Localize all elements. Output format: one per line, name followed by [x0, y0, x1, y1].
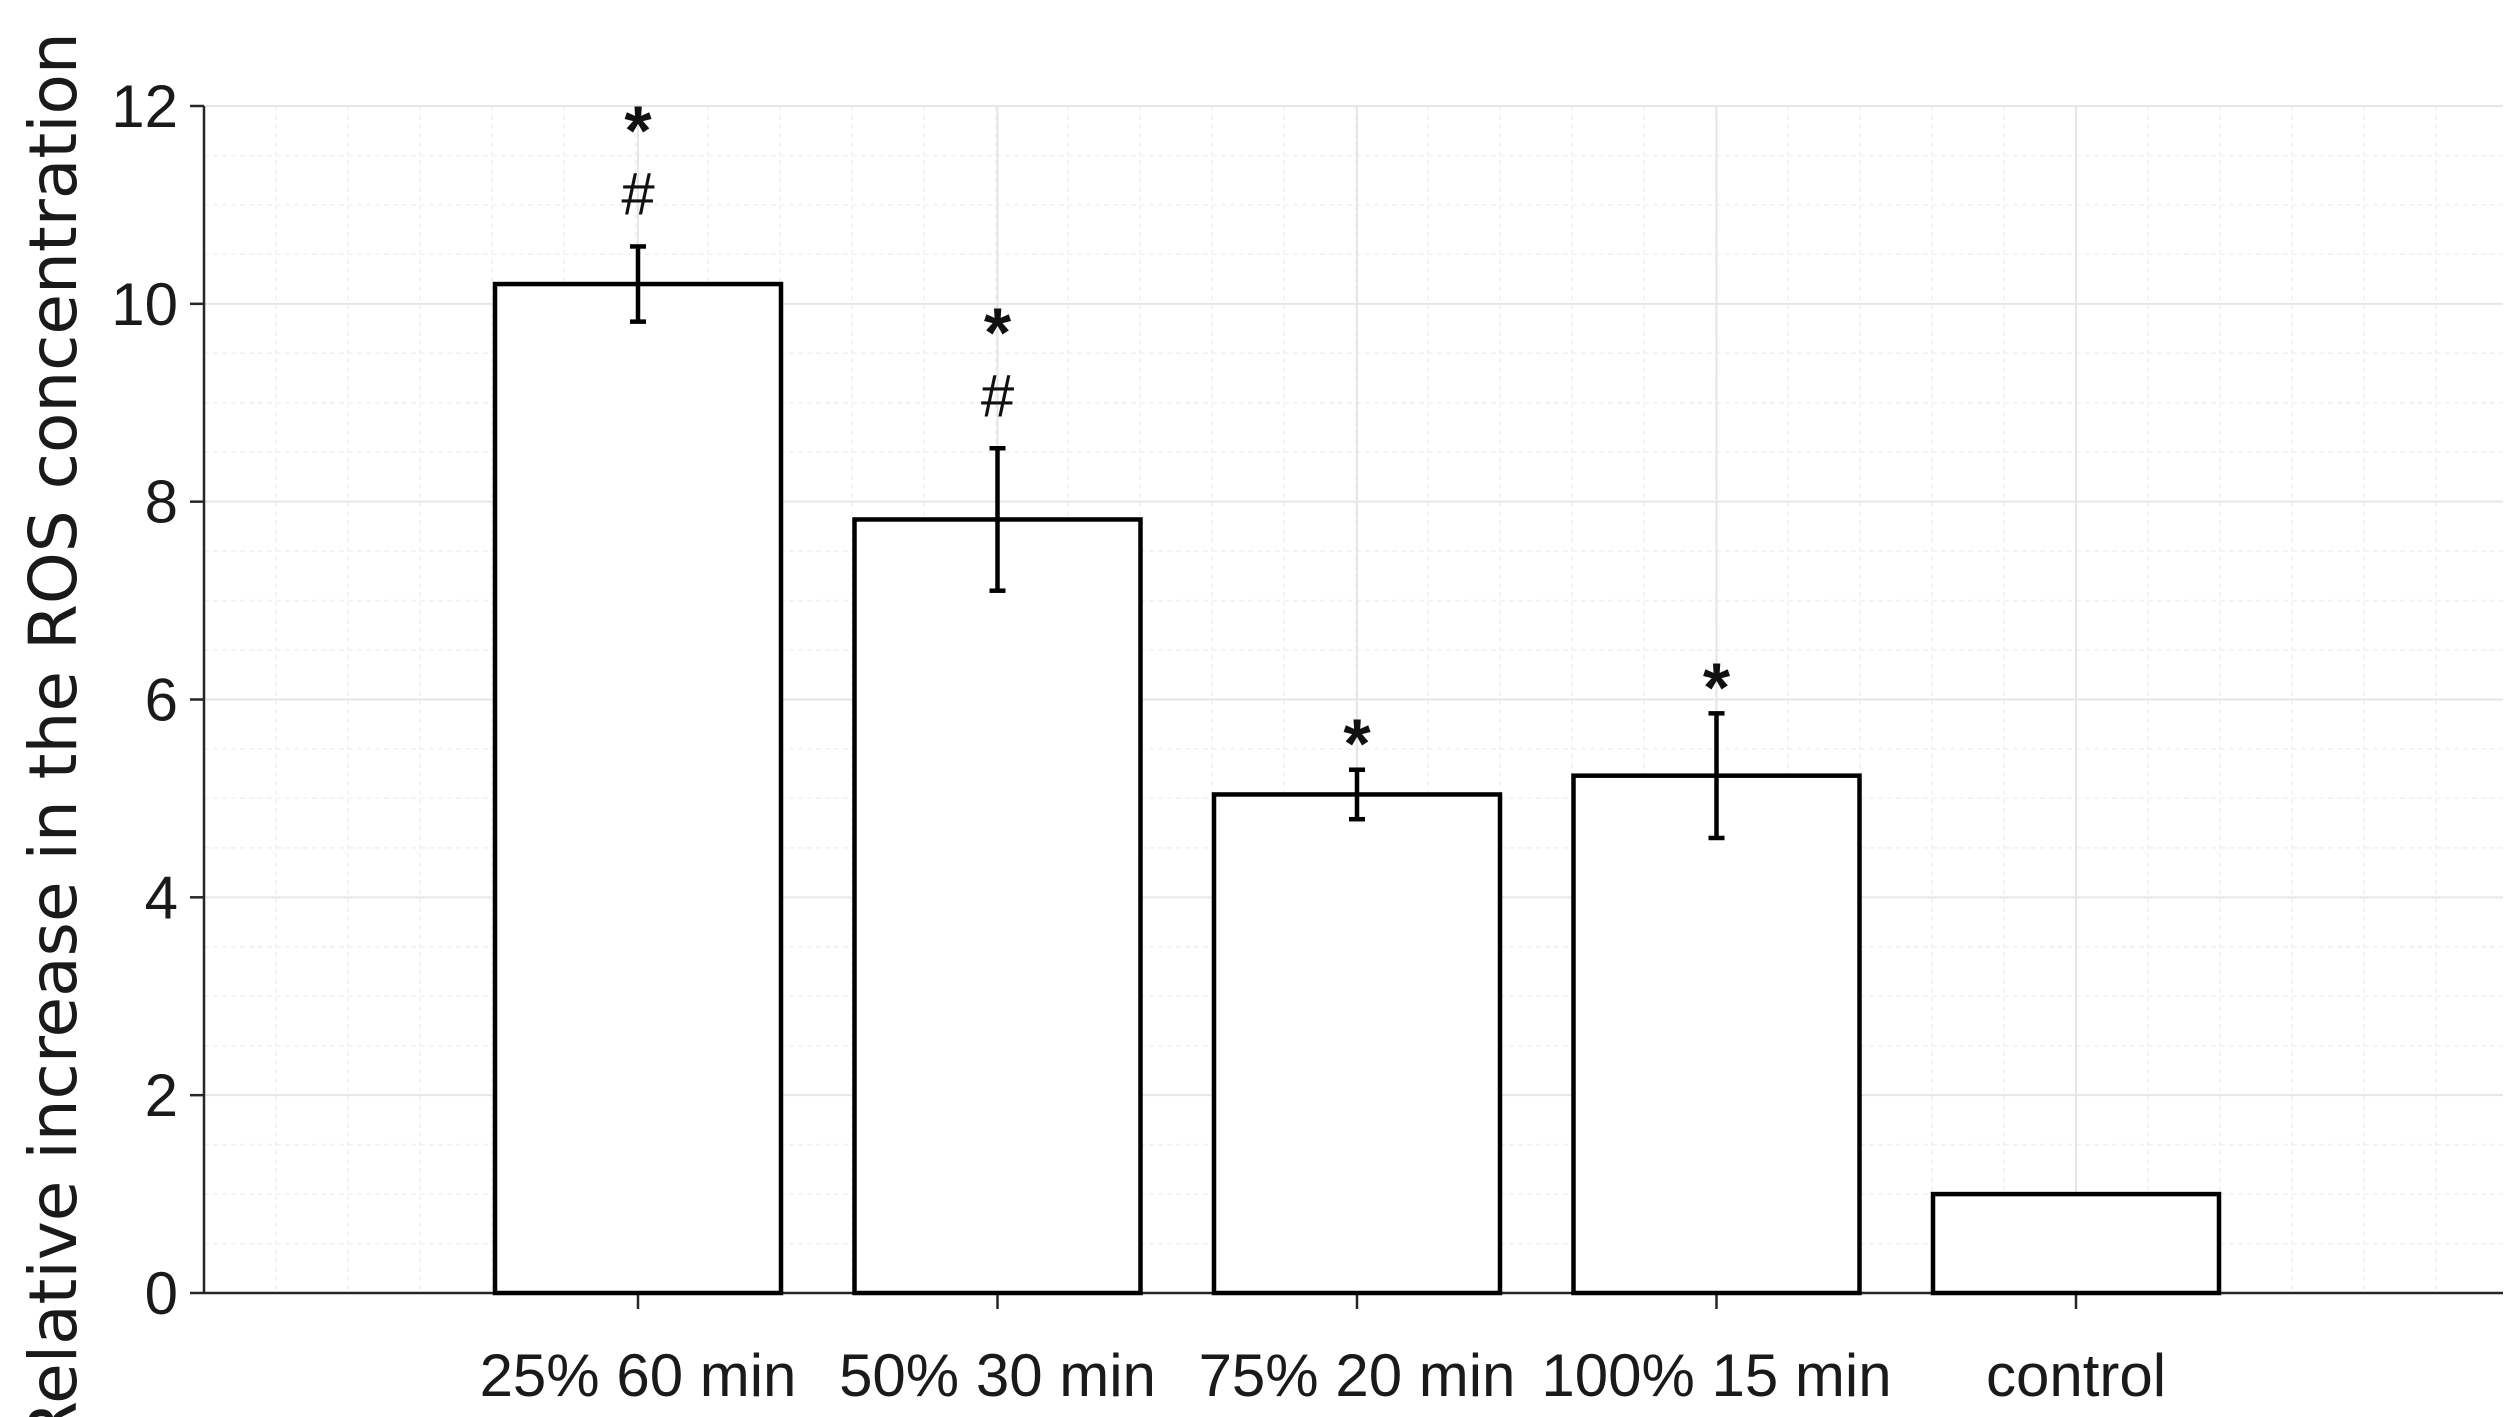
y-tick-label: 0: [145, 1260, 178, 1327]
y-tick-label: 12: [111, 73, 178, 140]
bar: [1211, 792, 1503, 1296]
bar: [1571, 773, 1862, 1296]
significance-hash: #: [621, 160, 655, 227]
significance-star: *: [1343, 705, 1371, 783]
x-tick-label: control: [1986, 1342, 2166, 1409]
x-tick-label: 75% 20 min: [1199, 1342, 1516, 1409]
significance-star: *: [624, 91, 652, 169]
bar: [852, 517, 1143, 1296]
bar: [492, 281, 784, 1296]
y-tick-label: 8: [145, 469, 178, 536]
bar: [1930, 1191, 2222, 1296]
y-tick-label: 2: [145, 1062, 178, 1129]
x-tick-label: 25% 60 min: [480, 1342, 797, 1409]
y-tick-label: 4: [145, 864, 178, 931]
y-tick-label: 6: [145, 667, 178, 734]
significance-hash: #: [981, 362, 1015, 429]
significance-star: *: [1703, 648, 1731, 726]
x-tick-label: 100% 15 min: [1541, 1342, 1891, 1409]
y-axis-label: Relative increase in the ROS concentrati…: [15, 32, 92, 1417]
y-tick-label: 10: [111, 271, 178, 338]
x-tick-label: 50% 30 min: [839, 1342, 1156, 1409]
bars: [492, 244, 2222, 1296]
significance-star: *: [984, 293, 1012, 371]
